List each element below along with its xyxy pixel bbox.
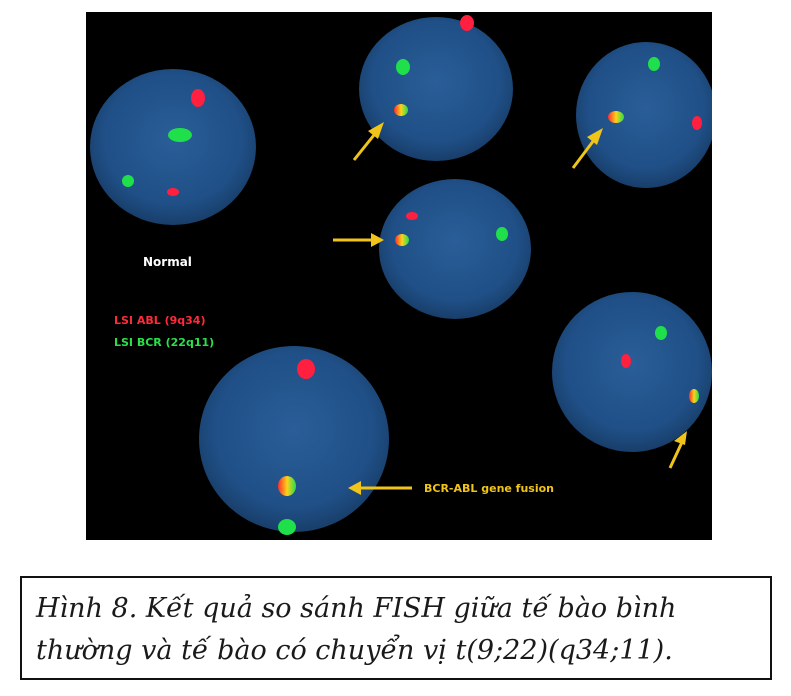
green-signal xyxy=(278,519,296,535)
green-signal xyxy=(648,57,660,71)
red-signal xyxy=(460,15,474,31)
fusion-signal xyxy=(395,234,409,246)
figure-caption: Hình 8. Kết quả so sánh FISH giữa tế bào… xyxy=(20,576,772,680)
fusion-signal xyxy=(689,389,699,403)
legend-abl: LSI ABL (9q34) xyxy=(114,314,205,327)
arrow-icon xyxy=(587,128,603,145)
fish-image: Normal LSI ABL (9q34) LSI BCR (22q11) BC… xyxy=(90,15,712,535)
caption-line-2: thường và tế bào có chuyển vị t(9;22)(q3… xyxy=(36,635,673,666)
legend-bcr: LSI BCR (22q11) xyxy=(114,336,214,349)
normal-label: Normal xyxy=(143,255,192,269)
green-signal xyxy=(396,59,410,75)
red-signal xyxy=(191,89,205,107)
nucleus-top-right xyxy=(576,42,712,188)
fusion-signal xyxy=(608,111,624,123)
fusion-signal xyxy=(278,476,296,496)
fish-micrograph: Normal LSI ABL (9q34) LSI BCR (22q11) BC… xyxy=(86,12,712,540)
nucleus-normal xyxy=(90,69,256,225)
red-signal xyxy=(621,354,631,368)
red-signal xyxy=(167,188,179,196)
red-signal xyxy=(406,212,418,220)
nucleus-top-center xyxy=(359,17,513,161)
arrow-icon xyxy=(348,481,361,495)
red-signal xyxy=(692,116,702,130)
arrow-icon xyxy=(368,122,384,139)
red-signal xyxy=(297,359,315,379)
green-signal xyxy=(122,175,134,187)
green-signal xyxy=(168,128,192,142)
nucleus-center xyxy=(379,179,531,319)
nucleus-bottom xyxy=(199,346,389,532)
fusion-label: BCR-ABL gene fusion xyxy=(424,482,554,495)
arrows xyxy=(333,122,687,495)
nucleus-right-lower xyxy=(552,292,712,452)
green-signal xyxy=(655,326,667,340)
green-signal xyxy=(496,227,508,241)
fusion-signal xyxy=(394,104,408,116)
arrow-icon xyxy=(668,439,685,469)
arrow-icon xyxy=(371,233,384,247)
arrow-icon xyxy=(674,431,687,445)
caption-line-1: Hình 8. Kết quả so sánh FISH giữa tế bào… xyxy=(36,593,677,624)
